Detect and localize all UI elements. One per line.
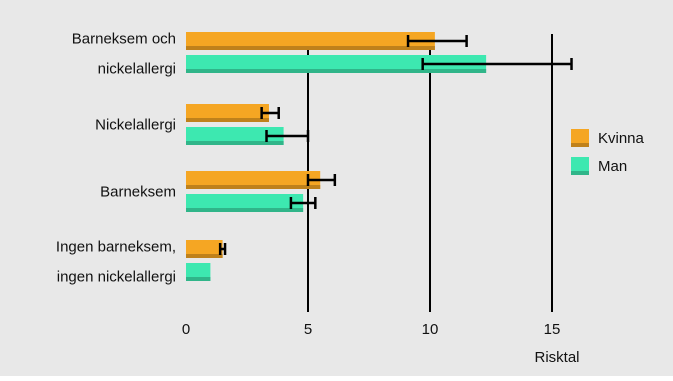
legend-label-man: Man <box>598 158 627 175</box>
error-bar-kvinna-0 <box>406 35 468 47</box>
bar-kvinna-1 <box>186 104 269 122</box>
legend-label-kvinna: Kvinna <box>598 130 645 147</box>
bar-kvinna-2 <box>186 171 321 189</box>
category-label-1-0: Nickelallergi <box>95 117 176 134</box>
legend-swatch-man <box>571 157 589 175</box>
category-label-0-1: nickelallergi <box>98 61 176 78</box>
error-bar-man-2 <box>289 197 317 209</box>
bar-man-1 <box>186 127 284 145</box>
error-bar-man-1 <box>265 130 310 142</box>
bar-shadow-kvinna-0 <box>186 46 435 50</box>
legend-swatch-shadow-man <box>571 171 589 175</box>
x-tick-label-0: 0 <box>182 321 190 338</box>
bar-man-2 <box>186 194 304 212</box>
x-axis-label: Risktal <box>534 349 579 366</box>
bar-shadow-man-3 <box>186 277 211 281</box>
error-bar-man-0 <box>421 58 573 70</box>
bar-man-3 <box>186 263 211 281</box>
x-tick-label-10: 10 <box>422 321 439 338</box>
bar-kvinna-3 <box>186 240 223 258</box>
error-bar-kvinna-3 <box>218 243 227 255</box>
bar-shadow-kvinna-3 <box>186 254 223 258</box>
bar-shadow-kvinna-2 <box>186 185 321 189</box>
x-tick-label-5: 5 <box>304 321 312 338</box>
bar-kvinna-0 <box>186 32 435 50</box>
bar-shadow-man-1 <box>186 141 284 145</box>
category-label-3-1: ingen nickelallergi <box>57 269 176 286</box>
category-label-2-0: Barneksem <box>100 184 176 201</box>
bar-shadow-man-0 <box>186 69 487 73</box>
bar-shadow-kvinna-1 <box>186 118 269 122</box>
category-label-0-0: Barneksem och <box>72 31 176 48</box>
x-tick-label-15: 15 <box>544 321 561 338</box>
bar-man-0 <box>186 55 487 73</box>
legend-swatch-shadow-kvinna <box>571 143 589 147</box>
error-bar-kvinna-2 <box>306 174 337 186</box>
error-bar-kvinna-1 <box>260 107 280 119</box>
category-label-3-0: Ingen barneksem, <box>56 239 176 256</box>
bar-shadow-man-2 <box>186 208 304 212</box>
legend-swatch-kvinna <box>571 129 589 147</box>
